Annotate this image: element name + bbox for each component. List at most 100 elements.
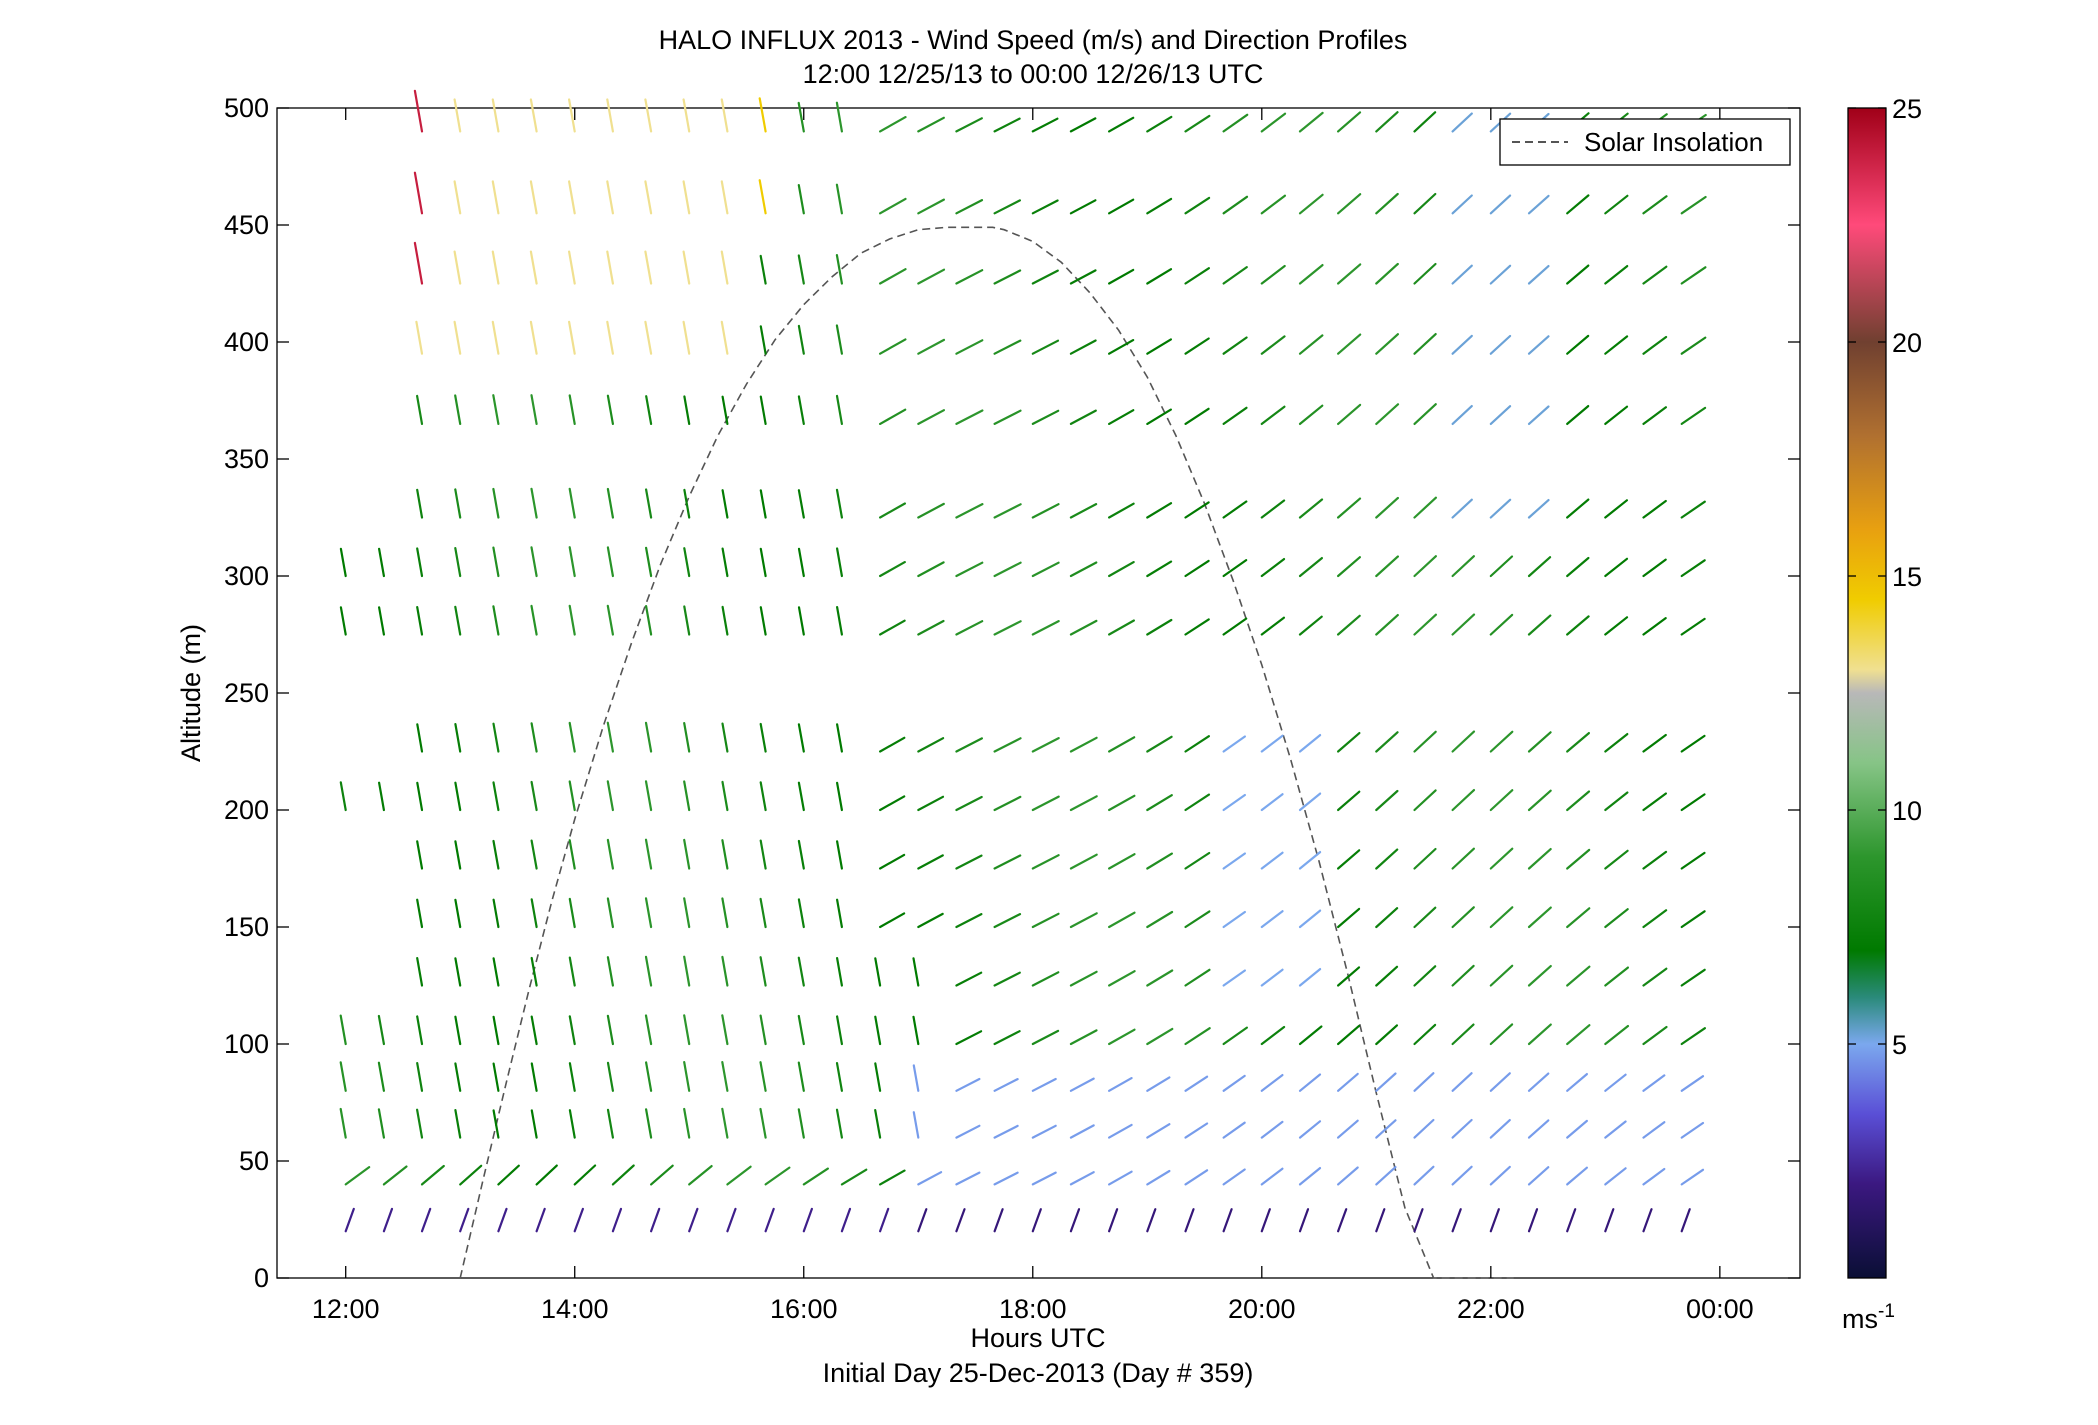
wind-barb <box>1642 499 1667 519</box>
wind-barb <box>606 838 615 870</box>
wind-barb <box>1375 403 1400 425</box>
wind-barb <box>492 1062 500 1092</box>
wind-barb <box>1260 1167 1284 1186</box>
wind-barb <box>568 1062 576 1092</box>
wind-barb <box>1375 731 1399 753</box>
wind-barb <box>1642 616 1667 636</box>
wind-barb <box>1604 966 1630 987</box>
wind-barb <box>1680 1075 1705 1092</box>
wind-barb <box>606 1014 615 1046</box>
wind-barb <box>1489 1165 1511 1186</box>
wind-barb <box>1260 112 1287 133</box>
wind-barb <box>802 1207 814 1233</box>
wind-barb <box>835 324 844 355</box>
wind-barb <box>878 408 907 425</box>
wind-barb <box>416 605 424 636</box>
wind-barb <box>835 898 844 929</box>
wind-barb <box>413 171 424 215</box>
wind-barb <box>835 101 844 133</box>
wind-barb <box>1566 1208 1577 1233</box>
wind-barb <box>993 795 1022 812</box>
wind-barb <box>1527 499 1550 519</box>
y-tick-label: 450 <box>224 210 269 240</box>
wind-barb <box>1336 1119 1359 1139</box>
wind-barb <box>797 489 805 519</box>
wind-barb <box>759 1107 767 1139</box>
wind-barb <box>1260 499 1286 519</box>
wind-barb <box>416 1108 424 1139</box>
wind-barb <box>1222 617 1248 636</box>
wind-barb <box>878 736 906 753</box>
wind-barb <box>1336 1072 1359 1092</box>
wind-barb <box>1184 910 1211 929</box>
wind-barb <box>1566 848 1591 870</box>
colorbar-gradient <box>1847 107 1887 1279</box>
wind-barb <box>912 1064 920 1092</box>
wind-barb <box>1375 262 1399 285</box>
wind-barb <box>644 546 653 578</box>
wind-barb <box>1413 965 1437 987</box>
wind-barb <box>797 1014 805 1046</box>
wind-barb <box>644 1061 653 1092</box>
wind-barb <box>917 409 946 425</box>
wind-barb <box>955 912 983 929</box>
wind-barb <box>649 1207 661 1233</box>
wind-barb <box>721 1107 729 1139</box>
wind-barb <box>835 840 844 870</box>
wind-barb <box>1069 269 1097 285</box>
wind-barb <box>1184 1075 1209 1092</box>
wind-barb <box>1451 906 1475 929</box>
wind-barb <box>721 839 729 870</box>
wind-barb <box>835 1108 844 1139</box>
wind-barb <box>1451 1023 1475 1046</box>
wind-barb <box>917 338 946 355</box>
wind-barb <box>878 338 907 355</box>
wind-barb <box>1642 1074 1666 1092</box>
wind-barb <box>492 898 500 929</box>
wind-barb <box>1527 265 1550 285</box>
wind-barb <box>1336 614 1361 636</box>
wind-barb <box>1642 1167 1666 1186</box>
wind-barb <box>878 619 906 636</box>
wind-barb <box>993 199 1022 215</box>
wind-barb <box>720 180 729 215</box>
wind-barb <box>530 956 538 987</box>
wind-barb <box>453 180 462 215</box>
wind-barb <box>1260 910 1284 929</box>
wind-barb <box>1107 1208 1119 1233</box>
wind-barb <box>416 840 424 870</box>
wind-barb <box>1451 788 1476 812</box>
wind-barb <box>1069 795 1098 812</box>
wind-barb <box>1298 1025 1323 1046</box>
wind-barb <box>1184 1122 1209 1139</box>
wind-barb <box>955 561 984 578</box>
wind-barb <box>1107 502 1135 519</box>
wind-barb <box>382 1207 394 1233</box>
wind-barb <box>1527 1023 1552 1046</box>
wind-barb <box>377 1014 385 1046</box>
wind-barb <box>1489 1072 1511 1092</box>
wind-barb <box>1642 195 1668 215</box>
wind-barb <box>874 1062 882 1092</box>
wind-barb <box>1031 854 1060 870</box>
wind-barb <box>1489 555 1514 578</box>
wind-barb <box>1146 560 1173 578</box>
x-tick-label: 14:00 <box>541 1294 609 1324</box>
wind-barb <box>917 116 945 133</box>
wind-barb <box>1451 498 1473 519</box>
wind-barb <box>1222 500 1248 519</box>
wind-barb <box>721 897 729 929</box>
wind-barb <box>1031 503 1060 519</box>
wind-barb <box>721 780 729 812</box>
wind-barb <box>1680 336 1707 355</box>
wind-barb <box>1336 497 1362 519</box>
wind-barb <box>453 98 462 133</box>
wind-barb <box>1604 335 1629 355</box>
wind-barb <box>835 723 844 753</box>
wind-barb <box>683 395 691 425</box>
wind-barb <box>1604 908 1629 929</box>
wind-barb <box>1680 1121 1705 1139</box>
wind-barb <box>1604 849 1629 870</box>
wind-barb <box>1031 561 1060 578</box>
wind-barb <box>721 1014 729 1046</box>
